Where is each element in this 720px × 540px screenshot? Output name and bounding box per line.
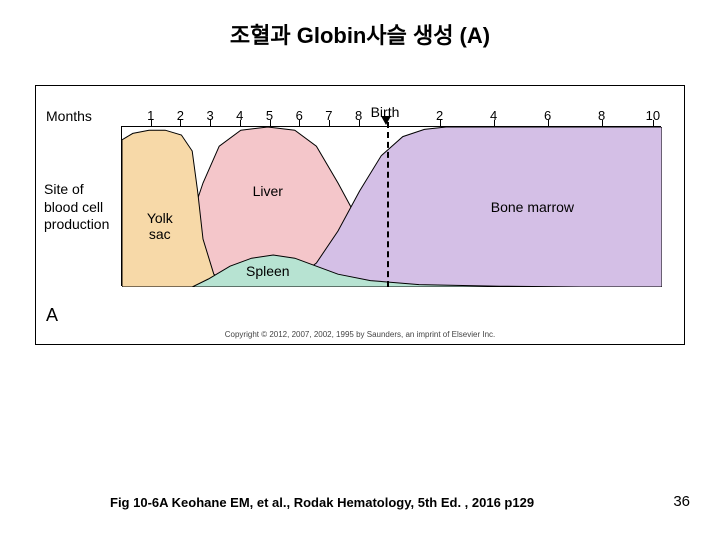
- citation-text: Fig 10-6A Keohane EM, et al., Rodak Hema…: [110, 495, 534, 510]
- y-axis-label-line: blood cell: [44, 199, 109, 217]
- page-title: 조혈과 Globin사슬 생성 (A): [0, 0, 720, 50]
- region-label-bone-marrow: Bone marrow: [491, 199, 574, 215]
- y-axis-label-line: production: [44, 216, 109, 234]
- region-label-liver: Liver: [253, 183, 283, 199]
- plot-area: Yolksac Liver Spleen Bone marrow: [121, 126, 661, 286]
- x-axis-label: Months: [46, 108, 92, 124]
- y-axis-label-line: Site of: [44, 181, 109, 199]
- chart-container: Months Birth 12345678 246810 Site ofbloo…: [35, 85, 685, 345]
- birth-arrow-icon: [381, 116, 391, 125]
- region-label-spleen: Spleen: [246, 263, 290, 279]
- birth-line: [387, 122, 389, 287]
- copyright-text: Copyright © 2012, 2007, 2002, 1995 by Sa…: [225, 330, 496, 339]
- region-label-yolk-sac: Yolksac: [147, 210, 173, 242]
- panel-letter: A: [46, 305, 58, 326]
- area-chart-svg: [122, 127, 662, 287]
- page-number: 36: [673, 493, 690, 510]
- y-axis-label: Site ofblood cellproduction: [44, 181, 109, 234]
